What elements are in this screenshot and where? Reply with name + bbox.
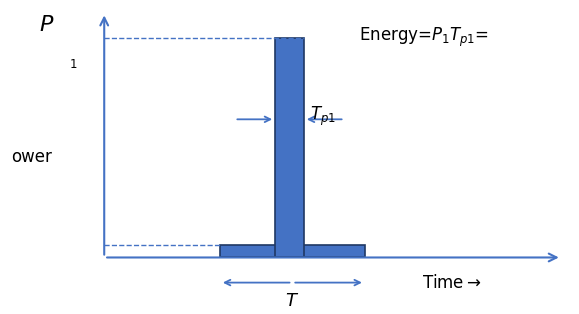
Text: $T_{p1}$: $T_{p1}$ [310,105,336,128]
Text: $_1$: $_1$ [69,53,78,71]
Bar [275,38,304,257]
Text: Time$\rightarrow$: Time$\rightarrow$ [422,273,481,292]
Text: $T$: $T$ [285,292,299,311]
Text: Energy=$P_1T_{p1}$=: Energy=$P_1T_{p1}$= [359,26,489,49]
Text: $P$: $P$ [39,14,54,35]
Text: ower: ower [12,148,53,166]
Bar [220,245,365,257]
